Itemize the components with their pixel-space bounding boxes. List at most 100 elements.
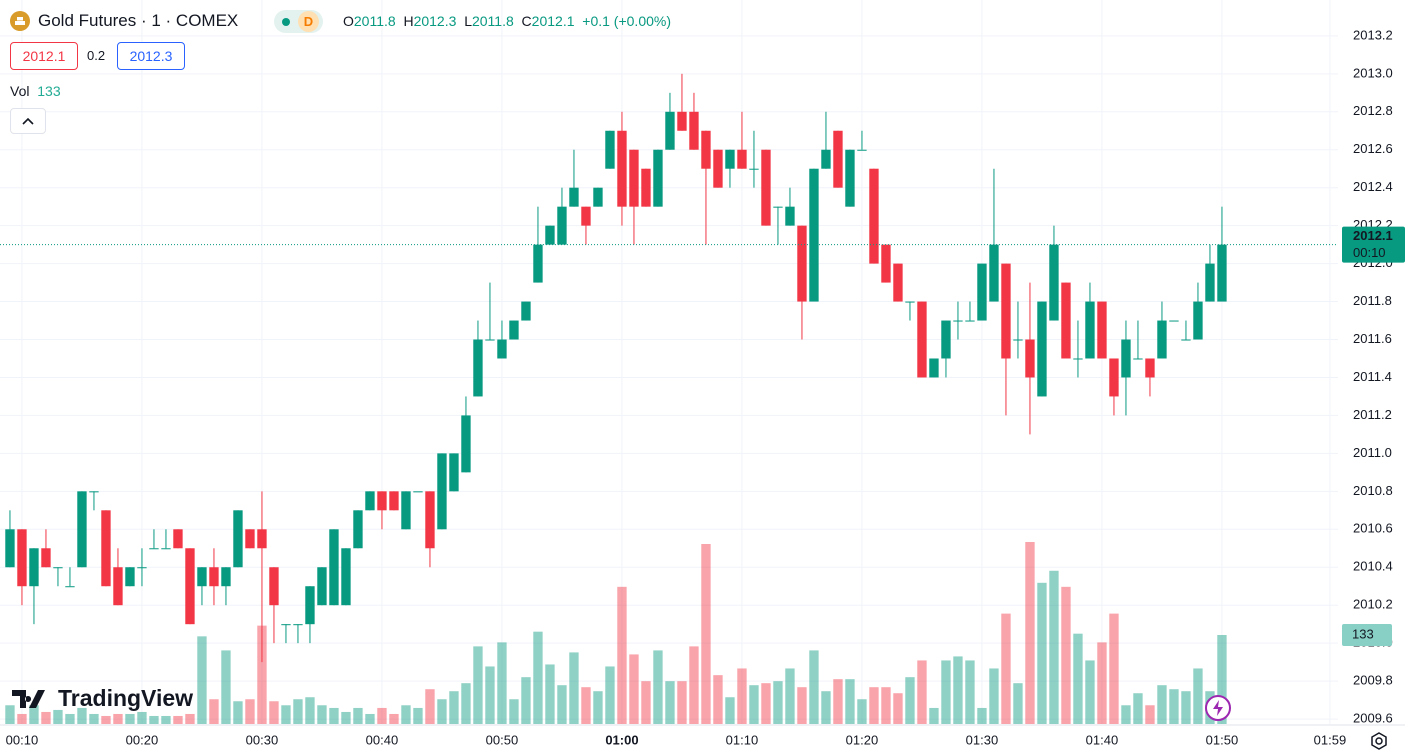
- logo-mark: [12, 689, 45, 708]
- candle-body: [845, 149, 855, 207]
- candle-body: [509, 320, 519, 340]
- settings-button[interactable]: [1368, 730, 1390, 752]
- volume-bar: [965, 660, 975, 724]
- volume-bar: [665, 681, 675, 724]
- x-tick-label: 01:30: [966, 732, 999, 747]
- volume-bar: [473, 646, 483, 724]
- status-pill[interactable]: D: [274, 10, 323, 33]
- volume-bar: [797, 687, 807, 724]
- volume-bar: [989, 668, 999, 724]
- volume-bar: [845, 679, 855, 724]
- candle-body: [329, 529, 339, 606]
- volume-bar: [605, 666, 615, 724]
- volume-bar: [821, 691, 831, 724]
- candle-body: [305, 586, 315, 625]
- volume-bar: [1097, 642, 1107, 724]
- volume-bar: [413, 707, 423, 724]
- volume-bar: [281, 705, 291, 724]
- candle-body: [209, 567, 219, 587]
- chevron-icon: [22, 117, 34, 125]
- y-tick-label: 2012.8: [1353, 103, 1393, 118]
- candle-body: [533, 244, 543, 283]
- volume-bar: [77, 707, 87, 724]
- y-tick-label: 2010.4: [1353, 559, 1393, 574]
- candle-body: [749, 168, 759, 170]
- volume-bar: [869, 687, 879, 724]
- y-tick-label: 2012.6: [1353, 141, 1393, 156]
- candle-body: [1109, 358, 1119, 397]
- candle-body: [125, 567, 135, 587]
- volume-bar: [293, 699, 303, 724]
- candle-body: [41, 548, 51, 568]
- volume-bar: [857, 699, 867, 724]
- sell-button[interactable]: 2012.1: [10, 42, 78, 70]
- volume-bar: [389, 713, 399, 724]
- y-tick-label: 2013.2: [1353, 27, 1393, 42]
- volume-bar: [1217, 635, 1227, 724]
- candle-body: [1097, 301, 1107, 359]
- volume-bar: [101, 715, 111, 724]
- candle-body: [965, 320, 975, 322]
- candle-body: [65, 586, 75, 588]
- candle-body: [161, 548, 171, 550]
- x-tick-label: 01:40: [1086, 732, 1119, 747]
- candle-body: [653, 149, 663, 207]
- volume-bar: [917, 660, 927, 724]
- volume-bar: [329, 707, 339, 724]
- volume-bar: [1145, 705, 1155, 724]
- candle-body: [989, 244, 999, 302]
- candle-body: [605, 130, 615, 169]
- candle-body: [353, 510, 363, 549]
- buy-button[interactable]: 2012.3: [117, 42, 185, 70]
- candle-body: [437, 453, 447, 530]
- candle-body: [389, 491, 399, 511]
- candle-body: [785, 206, 795, 226]
- candle-body: [941, 320, 951, 359]
- x-tick-label: 00:10: [6, 732, 39, 747]
- volume-badge-value: 133: [1352, 626, 1374, 641]
- candle-body: [641, 168, 651, 207]
- candle-body: [977, 263, 987, 321]
- candle-body: [173, 529, 183, 549]
- candle-body: [485, 339, 495, 341]
- candle-body: [905, 301, 915, 303]
- candle-body: [773, 206, 783, 208]
- candle-body: [581, 206, 591, 226]
- candle-body: [677, 111, 687, 131]
- high-label: H: [403, 13, 414, 29]
- candle-body: [1217, 244, 1227, 302]
- y-tick-label: 2011.2: [1353, 407, 1392, 422]
- change-value: +0.1 (+0.00%): [582, 13, 672, 29]
- y-tick-label: 2009.6: [1353, 711, 1393, 726]
- volume-bar: [1013, 683, 1023, 724]
- candle-body: [89, 491, 99, 493]
- volume-bar: [365, 713, 375, 724]
- y-tick-label: 2013.0: [1353, 65, 1393, 80]
- tradingview-logo[interactable]: TradingView: [12, 685, 193, 712]
- y-tick-label: 2011.6: [1353, 331, 1392, 346]
- x-tick-label: 00:40: [366, 732, 399, 747]
- volume-bar: [1121, 705, 1131, 724]
- volume-bar: [1133, 693, 1143, 724]
- volume-bar: [257, 625, 267, 724]
- volume-bar: [1181, 691, 1191, 724]
- volume-bar: [221, 650, 231, 724]
- candle-body: [725, 149, 735, 169]
- y-tick-label: 2011.0: [1353, 445, 1392, 460]
- volume-bar: [737, 668, 747, 724]
- y-tick-label: 2011.8: [1353, 293, 1392, 308]
- candle-body: [17, 529, 27, 587]
- volume-bar: [689, 646, 699, 724]
- volume-bar: [773, 681, 783, 724]
- volume-bar: [485, 666, 495, 724]
- candle-body: [1133, 358, 1143, 360]
- collapse-button[interactable]: [10, 108, 46, 134]
- volume-bar: [161, 715, 171, 724]
- volume-bar: [317, 705, 327, 724]
- volume-bar: [53, 709, 63, 724]
- lightning-button[interactable]: [1204, 694, 1232, 722]
- candle-body: [1193, 301, 1203, 340]
- candle-body: [1073, 358, 1083, 360]
- y-tick-label: 2010.2: [1353, 597, 1393, 612]
